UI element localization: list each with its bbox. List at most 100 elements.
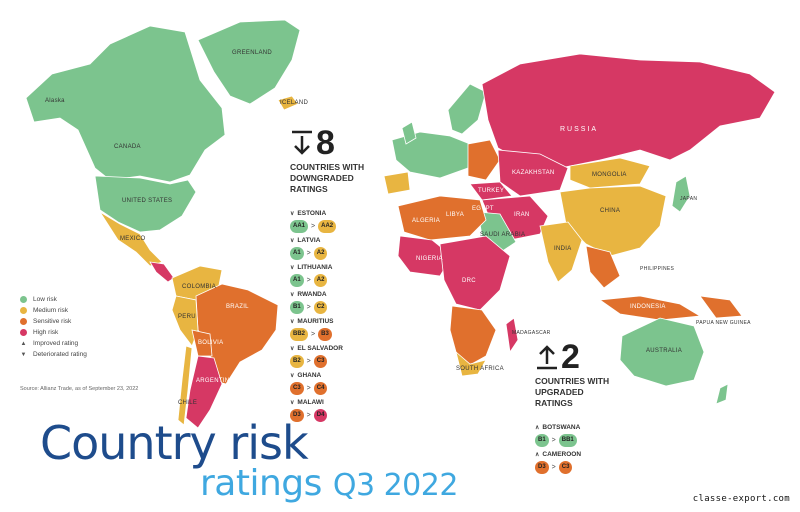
rating-from-badge: B1 — [290, 300, 304, 314]
label-philippines: PHILIPPINES — [640, 266, 675, 272]
rating-country: ∨ ESTONIA — [290, 209, 380, 218]
rating-country: ∨ MAURITIUS — [290, 317, 380, 326]
chile-shape — [177, 345, 193, 426]
rating-country: ∨ GHANA — [290, 371, 380, 380]
country-name: BOTSWANA — [542, 424, 581, 431]
downgraded-title: COUNTRIES WITH DOWNGRADED RATINGS — [290, 162, 365, 194]
label-png: PAPUA NEW GUINEA — [696, 320, 751, 326]
rating-change-item: ∨ MALAWI D3 > D4 — [290, 398, 380, 422]
transition-arrow-icon: > — [306, 249, 311, 257]
upgraded-header: 2 — [535, 340, 645, 374]
rating-from-badge: A1 — [290, 246, 304, 260]
rating-change-item: ∨ LATVIA A1 > A2 — [290, 236, 380, 260]
source-note: Source: Allianz Trade, as of September 2… — [20, 386, 139, 392]
turkey-shape — [469, 181, 513, 201]
rating-change-item: ∨ EL SALVADOR B2 > C3 — [290, 344, 380, 368]
rating-to-badge: AA2 — [318, 219, 337, 233]
north-africa-shape — [397, 195, 487, 241]
improved-icon: ▲ — [20, 340, 27, 347]
chevron-down-icon: ∨ — [290, 238, 295, 244]
rating-from-badge: D3 — [290, 408, 304, 422]
rating-to-badge: D4 — [313, 408, 328, 422]
rating-from-badge: A1 — [290, 273, 304, 287]
page-title: Country risk — [40, 416, 309, 470]
legend-item-deteriorated: ▼ Deteriorated rating — [20, 349, 87, 360]
rating-badges: B1 > BB1 — [535, 433, 645, 447]
country-name: EL SALVADOR — [297, 345, 343, 352]
label-saudi: SAUDI ARABIA — [480, 232, 526, 238]
rating-change-item: ∨ MAURITIUS BB2 > B3 — [290, 317, 380, 341]
rating-change-item: ∨ GHANA C3 > C4 — [290, 371, 380, 395]
country-name: GHANA — [297, 372, 322, 379]
rating-to-badge: A2 — [313, 273, 328, 287]
rating-change-item: ∧ CAMEROON D3 > C3 — [535, 450, 645, 474]
chevron-down-icon: ∨ — [290, 373, 295, 379]
label-us: UNITED STATES — [122, 198, 173, 204]
madagascar-shape — [505, 317, 519, 354]
label-peru: PERU — [178, 314, 196, 320]
label-nigeria: NIGERIA — [416, 256, 443, 262]
label-iran: IRAN — [514, 212, 530, 218]
label-colombia: COLOMBIA — [182, 284, 217, 290]
chevron-down-icon: ∨ — [290, 292, 295, 298]
rating-to-badge: C3 — [313, 354, 328, 368]
transition-arrow-icon: > — [306, 411, 311, 419]
chevron-down-icon: ∨ — [290, 265, 295, 271]
central-america-shape — [149, 261, 175, 283]
argentina-shape — [185, 355, 223, 429]
russia-shape — [481, 53, 776, 169]
legend-item-high: High risk — [20, 327, 87, 338]
down-arrow-icon — [292, 130, 312, 155]
country-name: LATVIA — [297, 237, 321, 244]
rating-badges: B2 > C3 — [290, 354, 380, 368]
label-madagascar: MADAGASCAR — [512, 330, 551, 336]
country-name: RWANDA — [297, 291, 327, 298]
india-shape — [539, 221, 583, 283]
subtitle-text: ratings — [200, 463, 322, 504]
rating-badges: AA1 > AA2 — [290, 219, 380, 233]
chevron-down-icon: ∨ — [290, 211, 295, 217]
chevron-up-icon: ∧ — [535, 452, 540, 458]
japan-shape — [671, 175, 691, 213]
label-drc: DRC — [462, 278, 476, 284]
label-algeria: ALGERIA — [412, 218, 441, 224]
rating-country: ∨ LATVIA — [290, 236, 380, 245]
scandinavia-shape — [447, 83, 487, 135]
chevron-down-icon: ∨ — [290, 346, 295, 352]
rating-country: ∨ RWANDA — [290, 290, 380, 299]
rating-country: ∧ BOTSWANA — [535, 423, 645, 432]
transition-arrow-icon: > — [306, 276, 311, 284]
low-risk-swatch — [20, 296, 27, 303]
rating-change-item: ∨ LITHUANIA A1 > A2 — [290, 263, 380, 287]
downgraded-panel: 8 COUNTRIES WITH DOWNGRADED RATINGS ∨ EST… — [290, 126, 380, 425]
up-arrow-icon — [537, 345, 557, 370]
legend-label: Low risk — [33, 296, 57, 303]
rating-change-item: ∧ BOTSWANA B1 > BB1 — [535, 423, 645, 447]
saudi-shape — [477, 211, 517, 255]
transition-arrow-icon: > — [551, 463, 556, 471]
rating-country: ∨ LITHUANIA — [290, 263, 380, 272]
rating-from-badge: B1 — [535, 433, 549, 447]
legend-label: High risk — [33, 329, 59, 336]
label-mexico: MEXICO — [120, 236, 146, 242]
downgraded-count: 8 — [316, 124, 335, 162]
label-russia: RUSSIA — [560, 126, 599, 133]
rating-from-badge: D3 — [535, 460, 549, 474]
upgraded-panel: 2 COUNTRIES WITH UPGRADED RATINGS ∧ BOTSW… — [535, 340, 645, 477]
rating-badges: A1 > A2 — [290, 273, 380, 287]
transition-arrow-icon: > — [306, 384, 311, 392]
medium-risk-swatch — [20, 307, 27, 314]
rating-to-badge: C4 — [313, 381, 328, 395]
eastern-europe-shape — [467, 139, 501, 181]
peru-shape — [171, 295, 199, 347]
legend-item-low: Low risk — [20, 294, 87, 305]
label-china: CHINA — [600, 208, 621, 214]
legend-label: Deteriorated rating — [33, 351, 87, 358]
usa-shape — [94, 175, 197, 233]
transition-arrow-icon: > — [311, 222, 316, 230]
rating-from-badge: B2 — [290, 354, 304, 368]
rating-to-badge: A2 — [313, 246, 328, 260]
new-zealand-shape — [715, 383, 729, 405]
deteriorated-icon: ▼ — [20, 351, 27, 358]
uk-shape — [401, 121, 417, 145]
